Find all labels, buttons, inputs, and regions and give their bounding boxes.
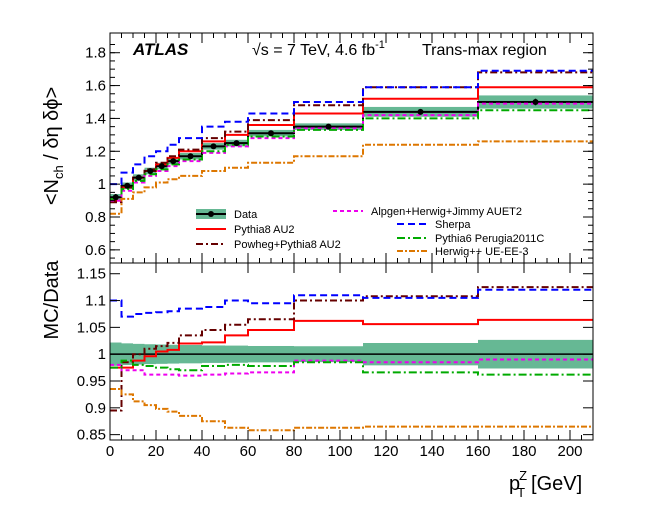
lumi-exponent: -1 [375,39,385,51]
x-tick-label: 200 [557,443,582,460]
x-tick-label: 160 [465,443,490,460]
x-tick-label: 0 [106,443,114,460]
data-point [532,99,539,105]
data-point [147,168,154,174]
legend-label-herwig-ue-ee-3: Herwig++ UE-EE-3 [435,246,529,258]
data-point [124,182,131,189]
bottom-y-tick-label: 1 [98,346,106,363]
ratio-powheg-pythia8-au2 [110,286,593,412]
x-tick-label: 100 [327,443,352,460]
bottom-y-tick-label: 0.85 [77,427,106,444]
x-tick-label: 180 [511,443,536,460]
series-pythia6-perugia2011c [110,109,593,200]
x-tick-label: 20 [148,443,165,460]
top-panel: 0.6 0.8 1 1.2 1.4 1.6 1.8 Data Pythia8 AU2 Powheg… [85,32,594,264]
x-tick-label: 40 [194,443,211,460]
x-tick-label: 120 [373,443,398,460]
ratio-herwig-ue-ee-3 [110,388,593,432]
series-sherpa [110,69,593,186]
top-y-tick-label: 1.2 [85,143,106,160]
x-title-sub: T [517,485,525,500]
energy-label: √s = 7 TeV, 4.6 fb-1 [252,39,385,59]
data-point [135,174,142,181]
legend-label-alpgen-herwig-jimmy-auet2: Alpgen+Herwig+Jimmy AUET2 [371,206,522,218]
data-point [417,108,424,115]
bottom-y-tick-label: 1.15 [77,266,106,283]
bottom-y-tick-label: 1.1 [85,293,106,310]
x-tick-label: 140 [419,443,444,460]
legend: Data Pythia8 AU2 Powheg+Pythia8 AU2 Alpgen+… [196,206,544,258]
top-y-tick-label: 1 [98,176,106,193]
legend-label-data: Data [234,209,258,221]
series-alpgen-herwig-jimmy-auet2 [110,102,593,202]
y-axis-title-bottom: MC/Data [41,260,63,340]
x-tick-label: 80 [286,443,303,460]
y-axis-title-top: <Nch / δη δϕ> [41,87,66,205]
bottom-y-tick-label: 1.05 [77,319,106,336]
bottom-y-tick-label: 0.9 [85,400,106,417]
bottom-y-tick-label: 0.95 [77,373,106,390]
data-point [112,194,119,201]
top-y-tick-label: 1.8 [85,45,106,62]
ratio-pythia8-au2 [110,318,593,369]
x-title-main: p [509,473,520,495]
x-title-unit: [GeV] [531,473,582,495]
top-y-tick-label: 1.6 [85,78,106,95]
ratio-sherpa [110,288,593,318]
bottom-panel: 0 20 40 60 80 100 120 140 160 180 200 0.85 0.9 0.95 1 1… [77,262,594,460]
ratio-pythia6-perugia2011c [110,359,593,376]
legend-data-marker [208,211,214,217]
data-point [268,130,274,137]
atlas-label: ATLAS [132,40,189,59]
data-point [233,140,240,147]
y-title-rest: / δη δϕ> [41,87,63,166]
y-title-main: <N [41,179,63,205]
x-tick-label: 60 [240,443,257,460]
ratio-alpgen-herwig-jimmy-auet2 [110,358,593,377]
data-point [170,158,177,165]
data-point [158,163,165,170]
x-axis-title: pZ T [GeV] [509,468,582,500]
top-y-tick-label: 0.6 [85,242,106,259]
y-title-sub: ch [51,165,66,179]
top-y-tick-label: 0.8 [85,209,106,226]
legend-label-pythia6-perugia2011c: Pythia6 Perugia2011C [435,233,544,245]
series-powheg-pythia8-au2 [110,71,593,204]
legend-label-powheg-pythia8-au2: Powheg+Pythia8 AU2 [234,239,341,251]
x-title-sup: Z [519,468,527,483]
energy-text: √s = 7 TeV, 4.6 fb [252,42,375,59]
data-point [210,143,217,150]
data-point [187,153,194,160]
data-point [325,123,332,130]
top-y-tick-label: 1.4 [85,110,106,127]
legend-label-sherpa: Sherpa [435,219,471,231]
region-label: Trans-max region [422,42,547,59]
top-frame [109,32,594,264]
legend-label-pythia8-au2: Pythia8 AU2 [234,224,295,236]
